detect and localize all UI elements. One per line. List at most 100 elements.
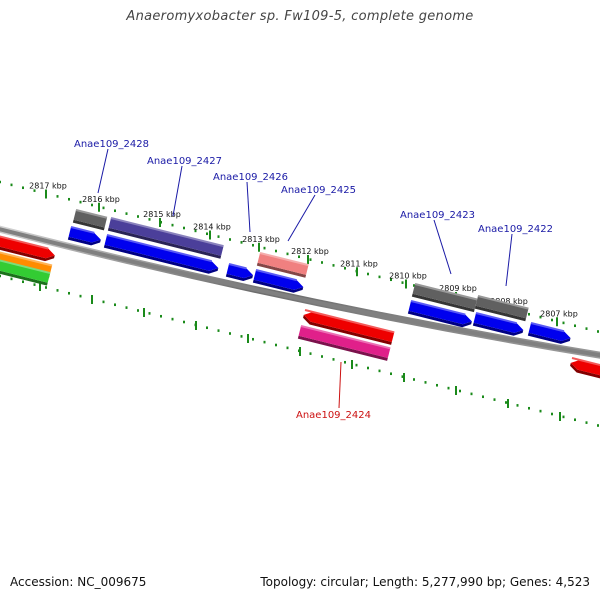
scale-tick-label: 2813 kbp	[242, 235, 280, 244]
gene-callout-line	[287, 194, 316, 242]
cds-2421-highlight	[530, 322, 565, 333]
cds-2421-shadow	[527, 332, 571, 344]
gene-2424[interactable]	[302, 309, 395, 345]
cds-2428[interactable]	[67, 226, 102, 247]
gene-2427-upper-body	[108, 218, 224, 256]
map-title: Anaeromyxobacter sp. Fw109-5, complete g…	[126, 9, 474, 24]
gene-callout-line	[433, 219, 452, 275]
gene-2428-upper-shadow	[72, 219, 105, 231]
cds-2427-body	[104, 235, 219, 271]
gene-2428-upper-highlight	[75, 209, 108, 219]
gene-2425-highlight	[259, 252, 309, 267]
gene-track	[0, 209, 600, 381]
cds-2428-highlight	[70, 226, 95, 234]
gene-left-red-highlight	[0, 233, 49, 250]
gene-right-red-highlight	[571, 357, 600, 369]
gene-callout-line	[505, 233, 513, 287]
cds-2421[interactable]	[527, 322, 572, 346]
accession-text: Accession: NC_009675	[10, 575, 147, 589]
cds-2425[interactable]	[252, 269, 305, 295]
gene-2424-lower[interactable]	[297, 325, 391, 361]
gene-2428-upper-body	[73, 210, 108, 228]
gene-2428-upper[interactable]	[72, 209, 108, 231]
cds-2423[interactable]	[407, 300, 473, 329]
gene-left-green-shadow	[0, 267, 48, 286]
gene-2424-shadow	[303, 314, 392, 345]
scale-tick-label: 2817 kbp	[29, 182, 67, 191]
gene-2423-upper[interactable]	[411, 283, 478, 313]
gene-2423-upper-shadow	[411, 293, 475, 313]
scale-tick-label: 2815 kbp	[143, 210, 181, 219]
cds-2425-highlight	[255, 269, 297, 282]
gene-label-anae109-2423[interactable]: Anae109_2423	[400, 210, 475, 221]
cds-2428-body	[68, 227, 101, 243]
cds-2422[interactable]	[472, 312, 525, 338]
gene-left-green-body	[0, 258, 51, 283]
gene-2422-upper-highlight	[477, 295, 529, 310]
gene-2424-lower-shadow	[297, 335, 388, 361]
backbone-line-core	[0, 227, 600, 358]
gene-left-green-highlight	[0, 257, 51, 275]
scale-tick-label: 2811 kbp	[340, 259, 378, 268]
gene-2422-upper[interactable]	[474, 295, 529, 322]
scale-tick-label: 2808 kbp	[490, 297, 528, 306]
cds-2425-shadow	[252, 279, 304, 293]
scale-tick-label: 2816 kbp	[82, 195, 120, 204]
gene-left-orange-highlight	[0, 249, 53, 267]
gene-left-red[interactable]	[0, 233, 56, 263]
cds-2423-highlight	[410, 300, 466, 316]
gene-label-anae109-2426[interactable]: Anae109_2426	[213, 172, 288, 183]
gene-2423-upper-highlight	[414, 283, 478, 301]
gene-2424-highlight	[304, 309, 395, 334]
gene-label-anae109-2424[interactable]: Anae109_2424	[296, 410, 371, 421]
gene-2425[interactable]	[256, 252, 309, 278]
gene-2424-body	[303, 311, 395, 343]
gene-label-anae109-2427[interactable]: Anae109_2427	[147, 156, 222, 167]
cds-2422-shadow	[472, 322, 524, 336]
gene-left-red-body	[0, 234, 55, 259]
gene-callouts: Anae109_2428 Anae109_2427 Anae109_2426 Anae…	[74, 139, 553, 421]
scale-tick-label: 2807 kbp	[540, 309, 578, 318]
gene-2427-upper-shadow	[107, 227, 222, 259]
scale-ruler: 2817 kbp 2816 kbp 2815 kbp 2814 kbp 2813 kbp…	[0, 180, 599, 427]
gene-right-red[interactable]	[569, 357, 600, 381]
gene-callout-line	[97, 148, 109, 194]
gene-2422-upper-shadow	[474, 305, 527, 322]
gene-label-anae109-2422[interactable]: Anae109_2422	[478, 224, 553, 235]
gene-2425-shadow	[256, 262, 307, 278]
genome-summary-text: Topology: circular; Length: 5,277,990 bp…	[260, 575, 590, 589]
cds-2427[interactable]	[103, 234, 220, 276]
gene-2427-upper[interactable]	[107, 217, 224, 259]
gene-2427-upper-highlight	[110, 217, 224, 248]
cds-2423-shadow	[407, 310, 472, 328]
gene-callout-line	[246, 181, 251, 233]
gene-right-red-body	[570, 359, 600, 378]
cds-2422-highlight	[475, 312, 517, 325]
cds-2426-highlight	[228, 263, 247, 270]
scale-tick-label: 2810 kbp	[389, 272, 427, 281]
gene-2423-upper-body	[412, 284, 478, 310]
genome-backbone	[0, 225, 600, 359]
cds-2426-shadow	[225, 273, 254, 281]
gene-2424-lower-body	[298, 326, 391, 359]
scale-tick-label: 2814 kbp	[193, 223, 231, 232]
cds-2421-body	[528, 323, 571, 341]
cds-2426[interactable]	[225, 263, 254, 283]
cds-2427-shadow	[103, 244, 219, 274]
gene-left-green[interactable]	[0, 257, 51, 286]
gene-right-red-shadow	[570, 362, 600, 381]
scale-tick-label: 2809 kbp	[439, 284, 477, 293]
gene-2424-lower-highlight	[300, 325, 391, 350]
gene-2425-body	[257, 253, 309, 275]
gene-label-anae109-2428[interactable]: Anae109_2428	[74, 139, 149, 150]
cds-2422-body	[473, 313, 524, 333]
gene-callout-line	[172, 165, 183, 217]
gene-2422-upper-body	[475, 296, 529, 319]
gene-callout-line	[338, 361, 342, 409]
cds-2425-body	[253, 270, 304, 290]
gene-label-anae109-2425[interactable]: Anae109_2425	[281, 185, 356, 196]
cds-2428-shadow	[67, 236, 101, 246]
cds-2427-highlight	[106, 234, 213, 263]
